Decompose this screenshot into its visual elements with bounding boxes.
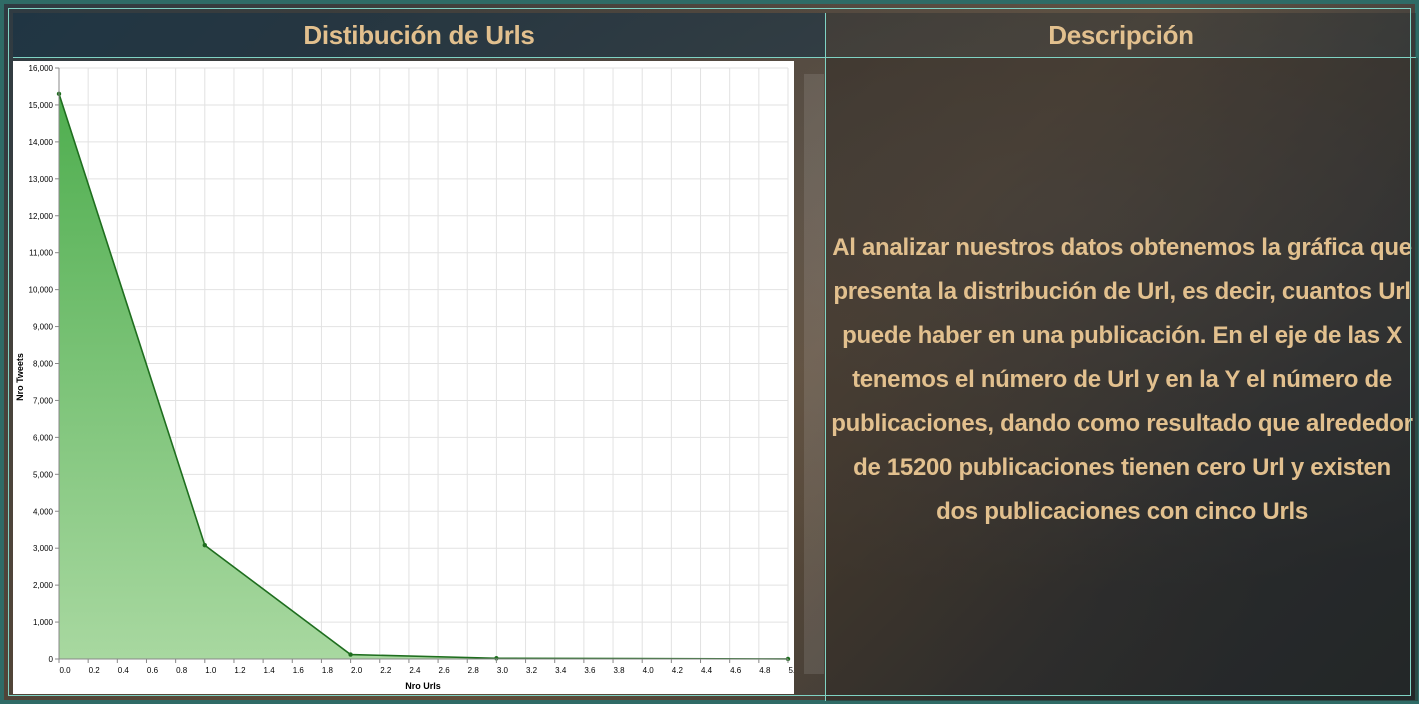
x-tick-label: 2.2: [380, 666, 392, 675]
y-tick-label: 3,000: [33, 544, 54, 553]
x-tick-label: 2.4: [409, 666, 421, 675]
x-tick-label: 2.6: [439, 666, 451, 675]
data-point[interactable]: [348, 652, 353, 657]
description-panel: Al analizar nuestros datos obtenemos la …: [826, 58, 1418, 701]
description-text: Al analizar nuestros datos obtenemos la …: [831, 233, 1413, 525]
chart-area-layer: [56, 91, 791, 662]
x-tick-label: 3.2: [526, 666, 538, 675]
y-tick-label: 13,000: [29, 175, 54, 184]
chart-panel-title: Distibución de Urls: [13, 13, 825, 57]
y-tick-label: 14,000: [29, 138, 54, 147]
x-tick-label: 1.8: [322, 666, 334, 675]
series-area: [59, 93, 788, 659]
x-axis-label: Nro Urls: [405, 681, 441, 691]
y-tick-label: 8,000: [33, 360, 54, 369]
y-tick-label: 7,000: [33, 396, 54, 405]
x-tick-label: 0.6: [147, 666, 159, 675]
y-tick-label: 15,000: [29, 101, 54, 110]
x-tick-label: 5.0: [788, 666, 794, 675]
column-divider: [825, 13, 826, 701]
x-tick-label: 0.4: [118, 666, 130, 675]
y-tick-label: 1,000: [33, 618, 54, 627]
y-tick-label: 12,000: [29, 212, 54, 221]
y-tick-label: 0: [49, 655, 54, 664]
data-point[interactable]: [202, 543, 207, 548]
x-tick-label: 1.0: [205, 666, 217, 675]
y-tick-label: 11,000: [29, 249, 53, 258]
x-tick-label: 1.6: [293, 666, 305, 675]
x-tick-label: 3.4: [555, 666, 567, 675]
y-tick-label: 5,000: [33, 470, 54, 479]
x-tick-label: 0.8: [176, 666, 188, 675]
y-axis-label: Nro Tweets: [15, 353, 25, 401]
chart-panel: 0 1,000 2,000 3,000 4,000 5,000 6,000 7,000 8,00…: [13, 61, 794, 694]
x-tick-label: 0.0: [59, 666, 71, 675]
y-tick-label: 10,000: [29, 286, 54, 295]
description-panel-title: Descripción: [826, 13, 1416, 57]
chart-grid: [58, 67, 789, 660]
y-tick-label: 2,000: [33, 581, 54, 590]
x-tick-label: 4.2: [672, 666, 684, 675]
x-tick-label: 4.0: [643, 666, 655, 675]
x-tick-label: 4.8: [759, 666, 771, 675]
x-tick-label: 4.4: [701, 666, 713, 675]
x-tick-label: 4.6: [730, 666, 742, 675]
x-tick-label: 1.2: [234, 666, 246, 675]
x-tick-label: 3.6: [584, 666, 596, 675]
chart-axes: 0 1,000 2,000 3,000 4,000 5,000 6,000 7,000 8,00…: [29, 64, 794, 675]
y-tick-label: 6,000: [33, 433, 54, 442]
y-tick-label: 9,000: [33, 323, 54, 332]
x-tick-label: 3.0: [497, 666, 509, 675]
y-tick-label: 16,000: [29, 64, 54, 73]
x-tick-label: 2.8: [468, 666, 480, 675]
x-tick-label: 2.0: [351, 666, 363, 675]
x-tick-label: 0.2: [89, 666, 101, 675]
url-distribution-chart: 0 1,000 2,000 3,000 4,000 5,000 6,000 7,000 8,00…: [15, 64, 794, 691]
x-tick-label: 1.4: [264, 666, 276, 675]
background-decoration: [804, 74, 824, 674]
y-tick-label: 4,000: [33, 507, 54, 516]
x-tick-label: 3.8: [613, 666, 625, 675]
header-divider: [13, 57, 1416, 58]
